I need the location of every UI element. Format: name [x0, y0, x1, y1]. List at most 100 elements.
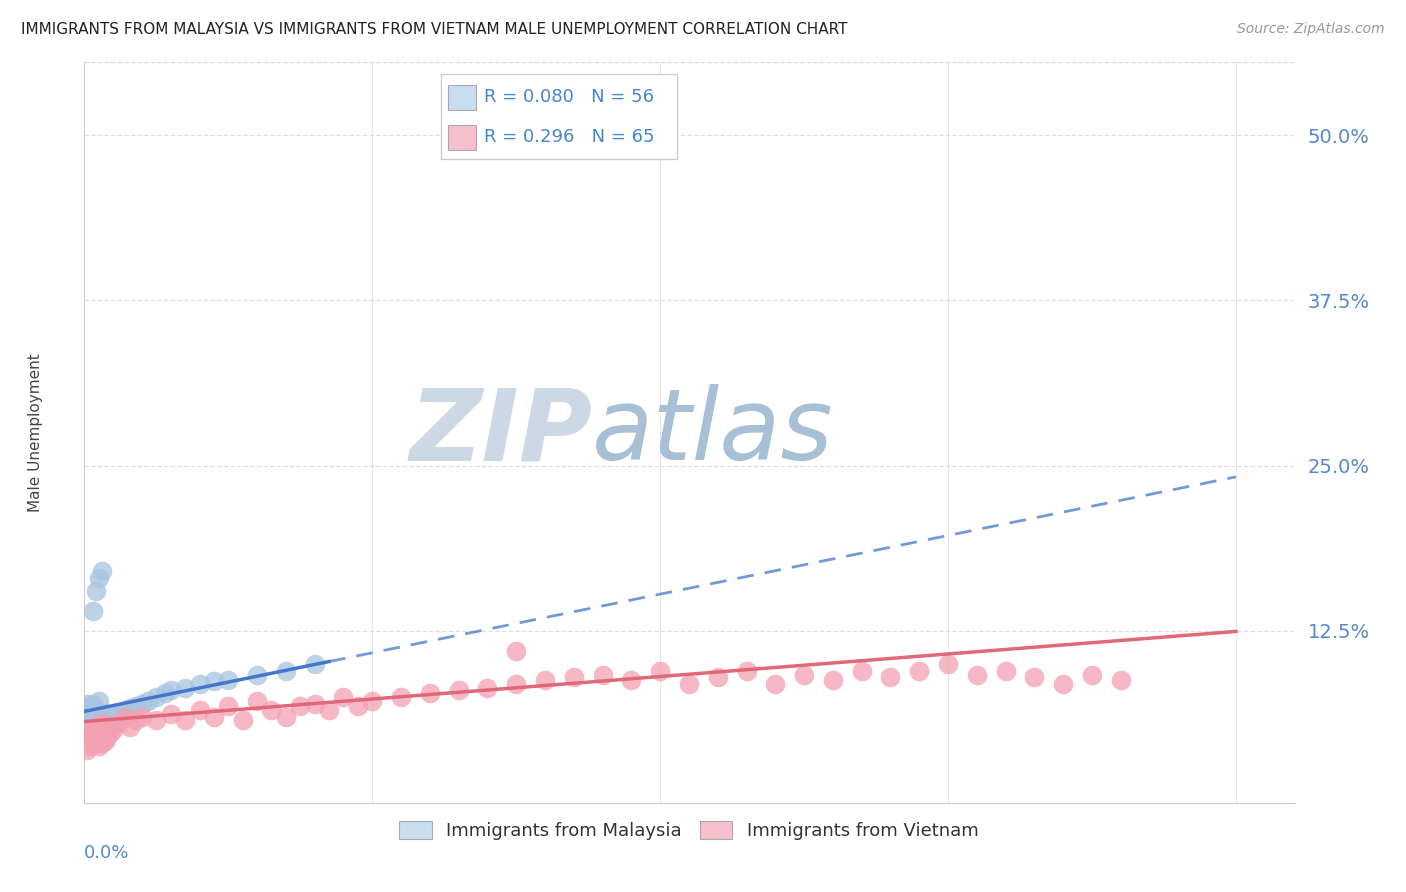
Point — [650, 664, 672, 678]
Point — [447, 683, 470, 698]
Point — [851, 664, 873, 678]
Text: IMMIGRANTS FROM MALAYSIA VS IMMIGRANTS FROM VIETNAM MALE UNEMPLOYMENT CORRELATIO: IMMIGRANTS FROM MALAYSIA VS IMMIGRANTS F… — [21, 22, 848, 37]
Point — [87, 571, 110, 585]
Point — [145, 713, 167, 727]
Point — [96, 721, 118, 735]
Point — [159, 707, 181, 722]
Point — [79, 725, 101, 739]
Point — [620, 673, 643, 687]
Point — [419, 686, 441, 700]
Legend: Immigrants from Malaysia, Immigrants from Vietnam: Immigrants from Malaysia, Immigrants fro… — [394, 815, 984, 846]
Point — [318, 703, 340, 717]
Point — [96, 713, 118, 727]
Point — [505, 644, 527, 658]
Point — [332, 690, 354, 704]
Point — [87, 728, 110, 742]
Point — [131, 710, 153, 724]
Point — [202, 710, 225, 724]
Point — [79, 730, 101, 744]
Point — [84, 710, 107, 724]
Point — [108, 707, 131, 722]
Point — [1024, 670, 1046, 684]
Point — [136, 694, 159, 708]
Point — [87, 694, 110, 708]
Point — [232, 713, 254, 727]
Point — [117, 703, 139, 717]
Point — [84, 733, 107, 747]
Point — [82, 725, 104, 739]
Point — [120, 700, 142, 714]
Point — [153, 686, 176, 700]
Point — [79, 699, 101, 714]
Point — [1109, 673, 1132, 687]
Point — [96, 730, 118, 744]
Text: 0.0%: 0.0% — [84, 844, 129, 862]
Point — [105, 710, 128, 724]
Text: R = 0.080   N = 56: R = 0.080 N = 56 — [484, 88, 654, 106]
Point — [120, 721, 142, 735]
Point — [84, 721, 107, 735]
Point — [98, 716, 121, 731]
Point — [821, 673, 844, 687]
Point — [79, 713, 101, 727]
Point — [908, 664, 931, 678]
Point — [111, 706, 134, 720]
Point — [936, 657, 959, 671]
Point — [217, 673, 239, 687]
Point — [188, 677, 211, 691]
Point — [246, 694, 269, 708]
Point — [174, 681, 197, 695]
Point — [76, 710, 98, 724]
Point — [246, 667, 269, 681]
Point — [76, 736, 98, 750]
Point — [260, 703, 283, 717]
Point — [76, 743, 98, 757]
Point — [678, 677, 700, 691]
Point — [90, 736, 112, 750]
Point — [114, 703, 136, 717]
Point — [145, 690, 167, 704]
Point — [84, 584, 107, 599]
Point — [84, 721, 107, 735]
Point — [93, 733, 115, 747]
Point — [101, 710, 124, 724]
Point — [76, 730, 98, 744]
FancyBboxPatch shape — [441, 73, 676, 159]
Point — [79, 723, 101, 737]
Point — [84, 703, 107, 717]
Text: ZIP: ZIP — [409, 384, 592, 481]
Point — [98, 725, 121, 739]
Point — [304, 697, 326, 711]
Point — [966, 667, 988, 681]
Point — [505, 677, 527, 691]
Point — [76, 697, 98, 711]
Point — [274, 710, 297, 724]
Point — [131, 697, 153, 711]
Point — [76, 703, 98, 717]
Point — [90, 725, 112, 739]
Text: Male Unemployment: Male Unemployment — [28, 353, 44, 512]
Bar — [449, 85, 477, 110]
Point — [87, 739, 110, 753]
Point — [706, 670, 728, 684]
Point — [174, 713, 197, 727]
Point — [93, 706, 115, 720]
Point — [125, 699, 148, 714]
Point — [84, 732, 107, 747]
Point — [274, 664, 297, 678]
Point — [534, 673, 557, 687]
Point — [879, 670, 901, 684]
Point — [101, 723, 124, 737]
Point — [347, 699, 370, 714]
Point — [79, 739, 101, 753]
Point — [389, 690, 412, 704]
Point — [290, 699, 312, 714]
Point — [82, 697, 104, 711]
Point — [93, 714, 115, 728]
Point — [592, 667, 614, 681]
Point — [763, 677, 786, 691]
Point — [90, 716, 112, 731]
Text: Source: ZipAtlas.com: Source: ZipAtlas.com — [1237, 22, 1385, 37]
Point — [82, 733, 104, 747]
Point — [159, 683, 181, 698]
